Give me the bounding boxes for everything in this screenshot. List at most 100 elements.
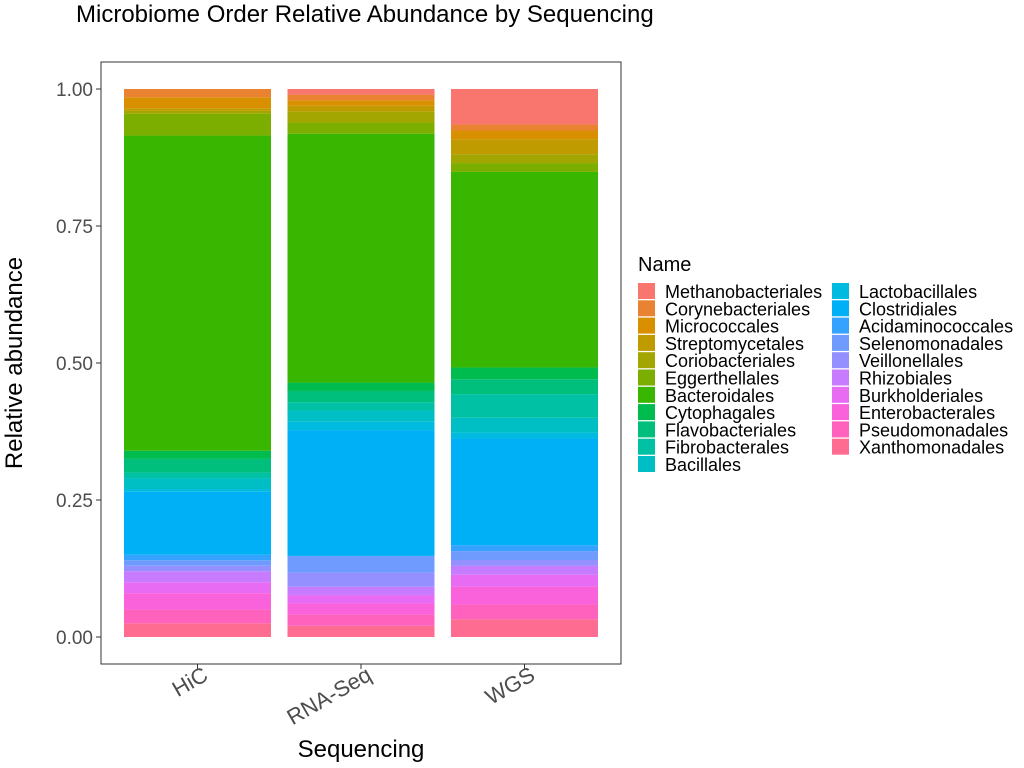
legend-key bbox=[638, 369, 655, 386]
legend-items: MethanobacterialesCorynebacterialesMicro… bbox=[638, 282, 1013, 475]
bar-segment bbox=[287, 603, 435, 615]
bar-segment bbox=[124, 472, 271, 479]
bar-segment bbox=[451, 154, 598, 164]
bar-segment bbox=[287, 122, 435, 134]
legend-key bbox=[832, 404, 849, 421]
legend-key bbox=[832, 300, 849, 317]
legend-label: Enterobacterales bbox=[859, 403, 995, 423]
bar-segment bbox=[124, 450, 271, 459]
legend-label: Streptomycetales bbox=[665, 334, 804, 354]
bar-segment bbox=[124, 565, 271, 572]
legend-key bbox=[832, 317, 849, 334]
x-axis: HiC RNA-Seq WGS bbox=[168, 662, 539, 730]
legend-label: Methanobacteriales bbox=[665, 282, 822, 302]
y-tick-label: 0.00 bbox=[56, 628, 93, 649]
legend-label: Acidaminococcales bbox=[859, 317, 1013, 337]
bar-segment bbox=[287, 595, 435, 604]
bar-segment bbox=[451, 130, 598, 140]
bar-segment bbox=[287, 89, 435, 95]
bar-segment bbox=[124, 593, 271, 610]
bar-segment bbox=[451, 394, 598, 418]
bar-segment bbox=[287, 133, 435, 383]
bar-segment bbox=[287, 111, 435, 123]
legend-key bbox=[832, 386, 849, 403]
legend-label: Cytophagales bbox=[665, 403, 775, 423]
bar-segment bbox=[287, 586, 435, 596]
legend-key bbox=[638, 334, 655, 351]
bar-segment bbox=[124, 110, 271, 114]
legend-key bbox=[638, 283, 655, 299]
bar-segment bbox=[451, 89, 598, 125]
bar-segment bbox=[124, 89, 271, 98]
bar-segment bbox=[124, 623, 271, 637]
bar-segment bbox=[287, 410, 435, 422]
bar-segment bbox=[451, 438, 598, 546]
bar-segment bbox=[451, 367, 598, 380]
y-tick-label: 0.50 bbox=[56, 354, 93, 375]
legend-key bbox=[638, 404, 655, 421]
bar-segment bbox=[451, 139, 598, 155]
legend-key bbox=[638, 352, 655, 369]
bar-segment bbox=[451, 551, 598, 560]
legend-key bbox=[638, 300, 655, 317]
bar-segment bbox=[451, 379, 598, 395]
bar-segment bbox=[451, 124, 598, 131]
legend-label: Rhizobiales bbox=[859, 369, 952, 389]
bar-segment bbox=[124, 489, 271, 492]
legend-label: Eggerthellales bbox=[665, 369, 779, 389]
bar-segment bbox=[451, 586, 598, 605]
legend-label: Pseudomonadales bbox=[859, 420, 1008, 440]
bar-segment bbox=[451, 574, 598, 587]
bar-segment bbox=[287, 430, 435, 556]
stacked-bars bbox=[124, 89, 598, 637]
bar-segment bbox=[287, 94, 435, 101]
bar-segment bbox=[451, 565, 598, 575]
bar-segment bbox=[124, 135, 271, 451]
y-tick-label: 1.00 bbox=[56, 80, 93, 101]
bar-segment bbox=[287, 382, 435, 391]
legend-key bbox=[832, 352, 849, 369]
legend-label: Xanthomonadales bbox=[859, 438, 1004, 458]
legend-key bbox=[638, 421, 655, 438]
bar-segment bbox=[451, 559, 598, 566]
bar-segment bbox=[451, 432, 598, 439]
legend-key bbox=[832, 421, 849, 438]
bar-segment bbox=[451, 171, 598, 368]
bar-segment bbox=[287, 402, 435, 411]
legend-key bbox=[832, 334, 849, 351]
bar-segment bbox=[124, 571, 271, 583]
y-tick-label: 0.75 bbox=[56, 217, 93, 238]
bar-segment bbox=[451, 619, 598, 637]
legend-key bbox=[638, 456, 655, 472]
legend-label: Micrococcales bbox=[665, 317, 779, 337]
bar-segment bbox=[124, 458, 271, 473]
legend-key bbox=[832, 438, 849, 455]
chart-title: Microbiome Order Relative Abundance by S… bbox=[76, 1, 654, 28]
legend-label: Veillonellales bbox=[859, 351, 963, 371]
bar-segment bbox=[451, 417, 598, 433]
bar-segment bbox=[124, 478, 271, 490]
bar-segment bbox=[124, 554, 271, 561]
x-tick-label: WGS bbox=[481, 662, 539, 710]
legend-key bbox=[638, 438, 655, 455]
y-tick-label: 0.25 bbox=[56, 491, 93, 512]
legend: Name MethanobacterialesCorynebacteriales… bbox=[638, 254, 1013, 475]
legend-label: Selenomonadales bbox=[859, 334, 1003, 354]
bar-segment bbox=[124, 582, 271, 594]
bar-segment bbox=[287, 625, 435, 637]
legend-label: Lactobacillales bbox=[859, 282, 977, 302]
legend-key bbox=[832, 369, 849, 386]
legend-label: Bacteroidales bbox=[665, 386, 774, 406]
legend-key bbox=[832, 283, 849, 299]
y-axis: 0.00 0.25 0.50 0.75 1.00 bbox=[56, 80, 101, 649]
bar-segment bbox=[287, 105, 435, 112]
bar-segment bbox=[287, 614, 435, 626]
legend-label: Fibrobacterales bbox=[665, 438, 789, 458]
y-axis-title: Relative abundance bbox=[1, 257, 28, 469]
legend-label: Bacillales bbox=[665, 455, 741, 475]
legend-key bbox=[638, 317, 655, 334]
bar-segment bbox=[451, 163, 598, 172]
bar-segment bbox=[287, 555, 435, 573]
legend-title: Name bbox=[638, 254, 691, 276]
